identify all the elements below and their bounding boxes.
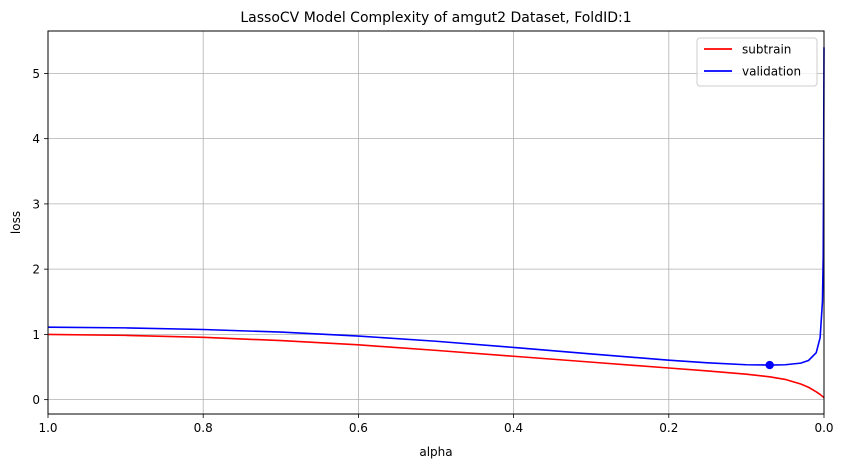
chart-title: LassoCV Model Complexity of amgut2 Datas… xyxy=(240,10,631,26)
x-axis-ticks: 1.0 0.8 0.6 0.4 0.2 0.0 xyxy=(38,414,834,435)
legend-label-subtrain: subtrain xyxy=(742,43,791,57)
series-line-subtrain xyxy=(47,333,825,399)
y-axis-ticks: 0 1 2 3 4 5 xyxy=(32,67,48,407)
y-tick-label: 2 xyxy=(32,263,40,277)
legend-box xyxy=(696,37,818,87)
x-tick-label: 0.2 xyxy=(659,421,678,435)
x-tick-label: 1.0 xyxy=(38,421,57,435)
plot-area xyxy=(48,31,824,414)
x-tick-label: 0.8 xyxy=(194,421,213,435)
grid-lines xyxy=(48,31,824,414)
y-tick-label: 5 xyxy=(32,67,40,81)
y-tick-label: 4 xyxy=(32,132,40,146)
plot-frame xyxy=(47,30,825,415)
series-lines xyxy=(47,47,825,399)
y-tick-label: 1 xyxy=(32,328,40,342)
minimum-markers xyxy=(765,360,774,370)
y-axis-label: loss xyxy=(9,211,23,234)
y-tick-label: 0 xyxy=(32,393,40,407)
min-loss-marker xyxy=(765,360,774,370)
x-tick-label: 0.6 xyxy=(349,421,368,435)
x-axis-label: alpha xyxy=(419,445,452,459)
series-line-validation xyxy=(47,47,825,366)
y-tick-label: 3 xyxy=(32,197,40,211)
legend: subtrain validation xyxy=(696,37,818,87)
legend-label-validation: validation xyxy=(742,65,801,79)
x-tick-label: 0.0 xyxy=(814,421,833,435)
x-tick-label: 0.4 xyxy=(504,421,523,435)
